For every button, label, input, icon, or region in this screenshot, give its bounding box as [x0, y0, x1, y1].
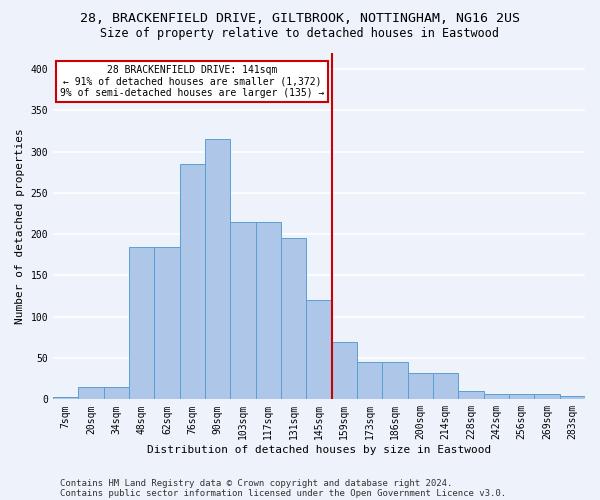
Text: Contains public sector information licensed under the Open Government Licence v3: Contains public sector information licen… [60, 488, 506, 498]
Bar [281, 238, 307, 400]
Bar [535, 394, 560, 400]
Text: 28 BRACKENFIELD DRIVE: 141sqm
← 91% of detached houses are smaller (1,372)
9% of: 28 BRACKENFIELD DRIVE: 141sqm ← 91% of d… [60, 65, 325, 98]
Bar [433, 373, 458, 400]
Bar [179, 164, 205, 400]
Text: Contains HM Land Registry data © Crown copyright and database right 2024.: Contains HM Land Registry data © Crown c… [60, 478, 452, 488]
Bar [104, 387, 129, 400]
Bar [154, 246, 179, 400]
Bar [382, 362, 407, 400]
Bar [407, 373, 433, 400]
Bar [560, 396, 585, 400]
Bar [205, 139, 230, 400]
Bar [256, 222, 281, 400]
Bar [509, 394, 535, 400]
Bar [129, 246, 154, 400]
X-axis label: Distribution of detached houses by size in Eastwood: Distribution of detached houses by size … [147, 445, 491, 455]
Bar [357, 362, 382, 400]
Text: 28, BRACKENFIELD DRIVE, GILTBROOK, NOTTINGHAM, NG16 2US: 28, BRACKENFIELD DRIVE, GILTBROOK, NOTTI… [80, 12, 520, 26]
Text: Size of property relative to detached houses in Eastwood: Size of property relative to detached ho… [101, 28, 499, 40]
Bar [307, 300, 332, 400]
Bar [230, 222, 256, 400]
Bar [332, 342, 357, 400]
Bar [484, 394, 509, 400]
Bar [53, 397, 79, 400]
Bar [458, 391, 484, 400]
Y-axis label: Number of detached properties: Number of detached properties [15, 128, 25, 324]
Bar [79, 387, 104, 400]
